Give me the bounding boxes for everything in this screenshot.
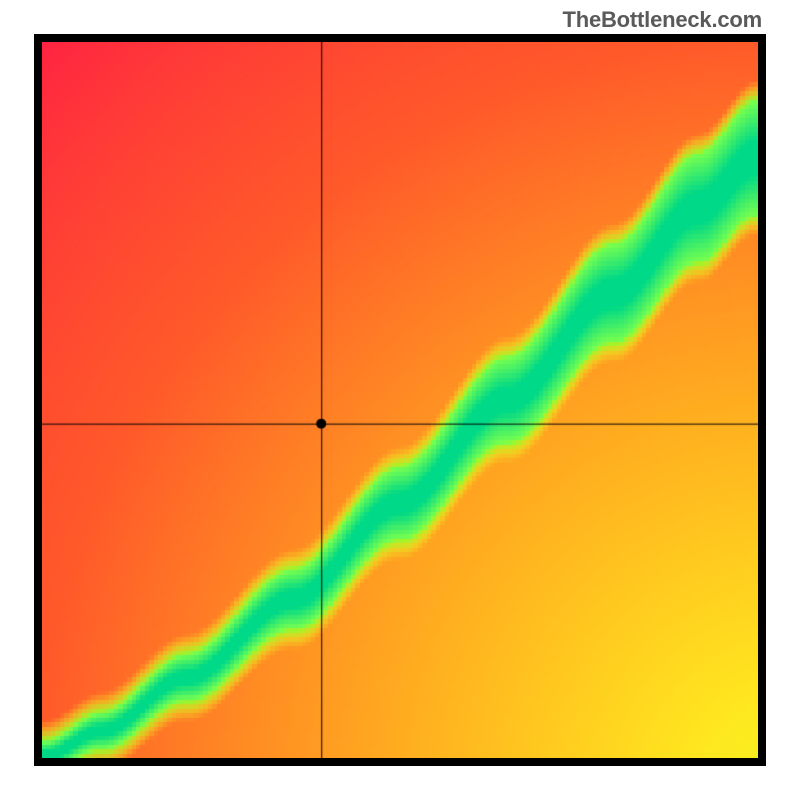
chart-frame: [34, 34, 766, 766]
figure-container: TheBottleneck.com: [0, 0, 800, 800]
watermark-text: TheBottleneck.com: [562, 7, 762, 33]
crosshair-overlay: [42, 42, 758, 758]
